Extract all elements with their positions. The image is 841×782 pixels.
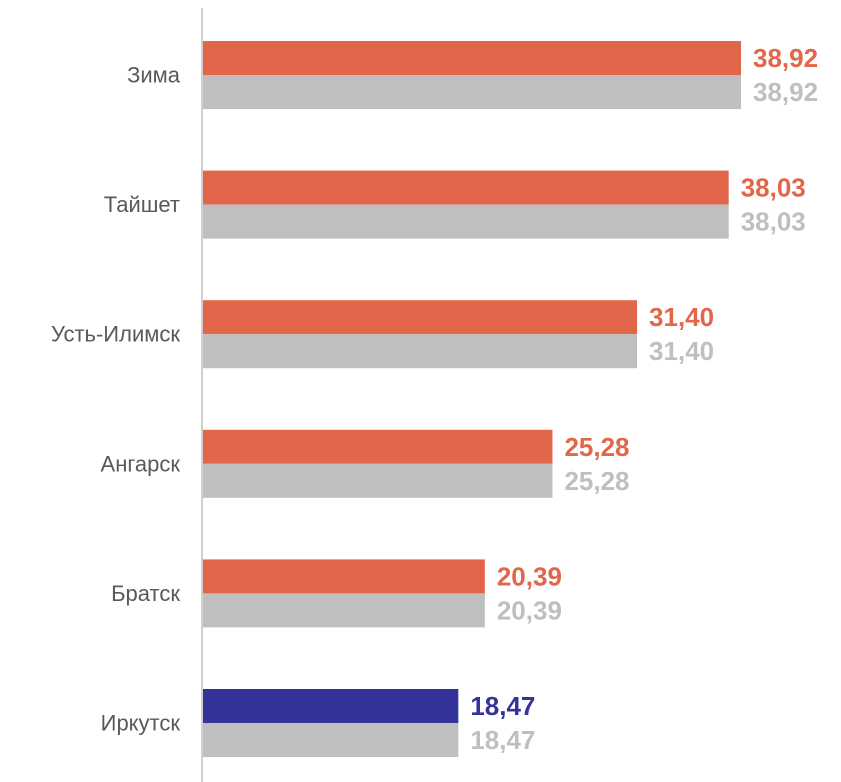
data-label-primary: 38,03 (741, 173, 806, 203)
data-label-primary: 18,47 (470, 691, 535, 721)
category-label: Братск (111, 581, 180, 606)
data-label-primary: 20,39 (497, 561, 562, 591)
data-label-primary: 25,28 (564, 432, 629, 462)
data-label-secondary: 38,03 (741, 207, 806, 237)
category-label: Усть-Илимск (51, 322, 180, 347)
data-label-secondary: 20,39 (497, 595, 562, 625)
category-label: Ангарск (101, 451, 181, 476)
data-label-secondary: 38,92 (753, 77, 818, 107)
bar-primary (203, 41, 741, 75)
bar-secondary (203, 204, 729, 239)
data-label-secondary: 31,40 (649, 336, 714, 366)
bar-primary (203, 689, 459, 723)
bar-primary (203, 300, 638, 335)
labels-layer: Зима 38,92 38,92 Тайшет 38,03 38,03 Усть-Илимс… (51, 43, 818, 755)
data-label-secondary: 25,28 (564, 466, 629, 496)
bars-layer (203, 41, 741, 757)
data-label-secondary: 18,47 (470, 725, 535, 755)
bar-secondary (203, 463, 553, 498)
bar-primary (203, 559, 485, 594)
bar-secondary (203, 75, 741, 109)
bar-secondary (203, 334, 638, 369)
bar-primary (203, 429, 553, 464)
bar-secondary (203, 723, 459, 757)
bar-secondary (203, 593, 485, 628)
category-label: Зима (127, 63, 181, 88)
data-label-primary: 38,92 (753, 43, 818, 73)
bar-primary (203, 170, 729, 205)
category-label: Тайшет (104, 192, 180, 217)
data-label-primary: 31,40 (649, 302, 714, 332)
category-label: Иркутск (101, 711, 181, 736)
